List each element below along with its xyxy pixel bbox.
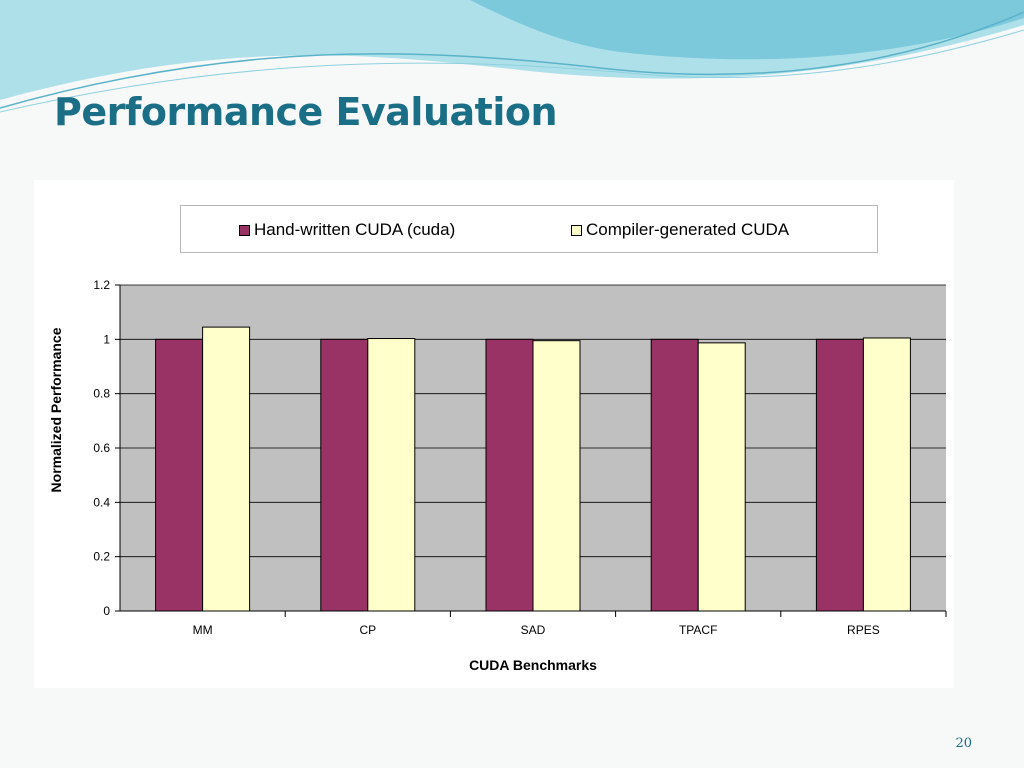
y-tick-label: 0.6 [93, 441, 110, 455]
bar-compiler-generated-rpes [862, 337, 911, 612]
y-tick-label: 0 [103, 604, 110, 618]
page-number: 20 [955, 736, 972, 751]
y-axis-title: Normalized Performance [48, 327, 64, 492]
bar-compiler-generated-sad [532, 340, 581, 612]
x-tick-label: TPACF [679, 623, 717, 637]
bar-hand-written-sad [485, 338, 534, 612]
x-tick-label: MM [193, 623, 213, 637]
y-tick-label: 1.2 [93, 278, 110, 292]
slide-title: Performance Evaluation [54, 90, 558, 134]
legend-swatch-compiler-generated [571, 224, 582, 236]
y-tick-label: 1 [103, 332, 110, 346]
bar-hand-written-mm [155, 338, 204, 612]
bar-compiler-generated-tpacf [697, 342, 746, 612]
bar-compiler-generated-cp [367, 338, 416, 612]
legend-label-compiler-generated: Compiler-generated CUDA [586, 220, 790, 239]
header-wave-decoration [0, 0, 1024, 113]
y-tick-label: 0.4 [93, 495, 110, 509]
y-tick-label: 0.2 [93, 550, 110, 564]
x-axis-title: CUDA Benchmarks [469, 657, 597, 673]
x-tick-label: RPES [847, 623, 880, 637]
x-tick-label: CP [359, 623, 376, 637]
bar-hand-written-rpes [815, 338, 864, 612]
bar-hand-written-cp [320, 338, 369, 612]
legend-label-hand-written: Hand-written CUDA (cuda) [254, 220, 456, 239]
legend-item-compiler-generated: Compiler-generated CUDA [571, 220, 789, 240]
y-tick-label: 0.8 [93, 387, 110, 401]
bar-compiler-generated-mm [202, 326, 251, 612]
legend-item-hand-written: Hand-written CUDA (cuda) [239, 220, 455, 240]
bar-hand-written-tpacf [650, 338, 699, 612]
x-tick-label: SAD [521, 623, 546, 637]
legend-swatch-hand-written [239, 224, 250, 236]
chart-legend: Hand-written CUDA (cuda) Compiler-genera… [180, 205, 878, 253]
